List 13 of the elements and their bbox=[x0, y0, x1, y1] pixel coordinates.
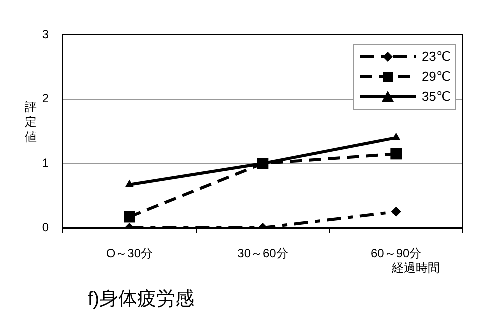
legend-label: 29℃ bbox=[422, 69, 451, 85]
x-tick-label: O～30分 bbox=[106, 246, 154, 261]
y-axis-title: 評定値 bbox=[24, 100, 38, 145]
legend-label: 23℃ bbox=[422, 49, 451, 65]
y-tick-label: 0 bbox=[42, 220, 50, 234]
text: f)身体疲労感 bbox=[88, 288, 195, 312]
legend-label: 35℃ bbox=[422, 89, 451, 105]
y-tick-label: 2 bbox=[42, 92, 50, 106]
x-tick-label: 30～60分 bbox=[238, 246, 288, 261]
x-axis-title: 経過時間 bbox=[392, 260, 440, 277]
x-tick-label: 60～90分 bbox=[370, 246, 422, 261]
y-tick-label: 3 bbox=[42, 27, 50, 42]
y-tick-label: 1 bbox=[42, 156, 50, 170]
